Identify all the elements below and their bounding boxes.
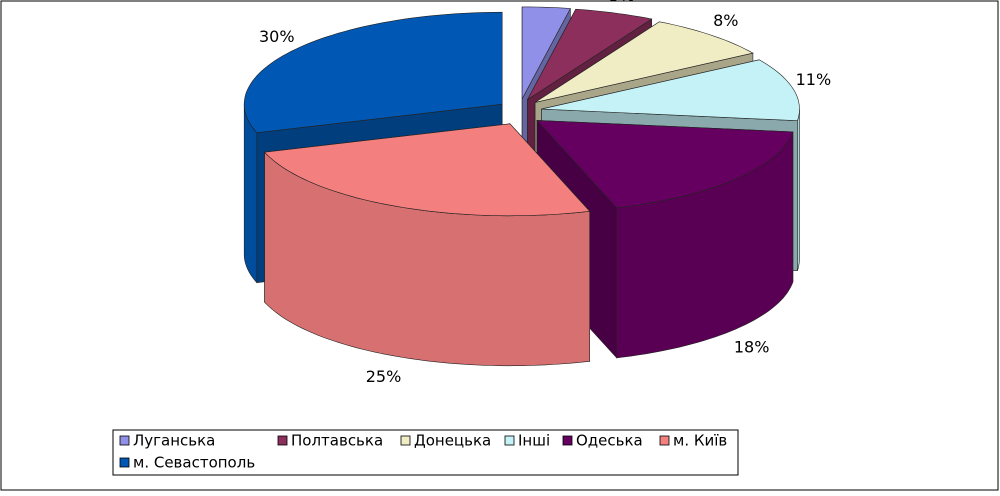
pie: 3%5%8%11%18%25%30% (243, 0, 832, 386)
data-label: 18% (734, 338, 770, 357)
slice (521, 6, 571, 100)
data-label: 11% (796, 70, 832, 89)
slice (536, 120, 794, 209)
data-label: 25% (366, 367, 402, 386)
data-label: 5% (609, 0, 634, 5)
slice (243, 11, 503, 134)
legend-swatch (504, 435, 515, 446)
legend-label: м. Севастополь (133, 454, 255, 472)
slice (534, 21, 754, 103)
legend-label: Луганська (133, 432, 215, 450)
slice (527, 8, 653, 100)
legend-swatch (562, 435, 573, 446)
legend-swatch (119, 435, 130, 446)
legend-label: Донецька (414, 432, 491, 450)
legend: Луганська Полтавська Донецька Інші Одеська м.… (119, 432, 727, 472)
legend-label: Одеська (576, 432, 643, 450)
data-label: 30% (259, 27, 295, 46)
legend-swatch (400, 435, 411, 446)
slice-wall (243, 104, 258, 284)
legend-swatch (659, 435, 670, 446)
slice-wall (797, 109, 800, 271)
data-label: 8% (713, 11, 738, 30)
slice (541, 59, 800, 122)
legend-swatch (277, 435, 288, 446)
legend-label: Полтавська (291, 432, 383, 450)
legend-label: Інші (518, 432, 550, 450)
legend-box (112, 429, 739, 476)
slice (263, 123, 591, 217)
legend-label: м. Київ (673, 432, 727, 450)
legend-swatch (119, 457, 130, 468)
